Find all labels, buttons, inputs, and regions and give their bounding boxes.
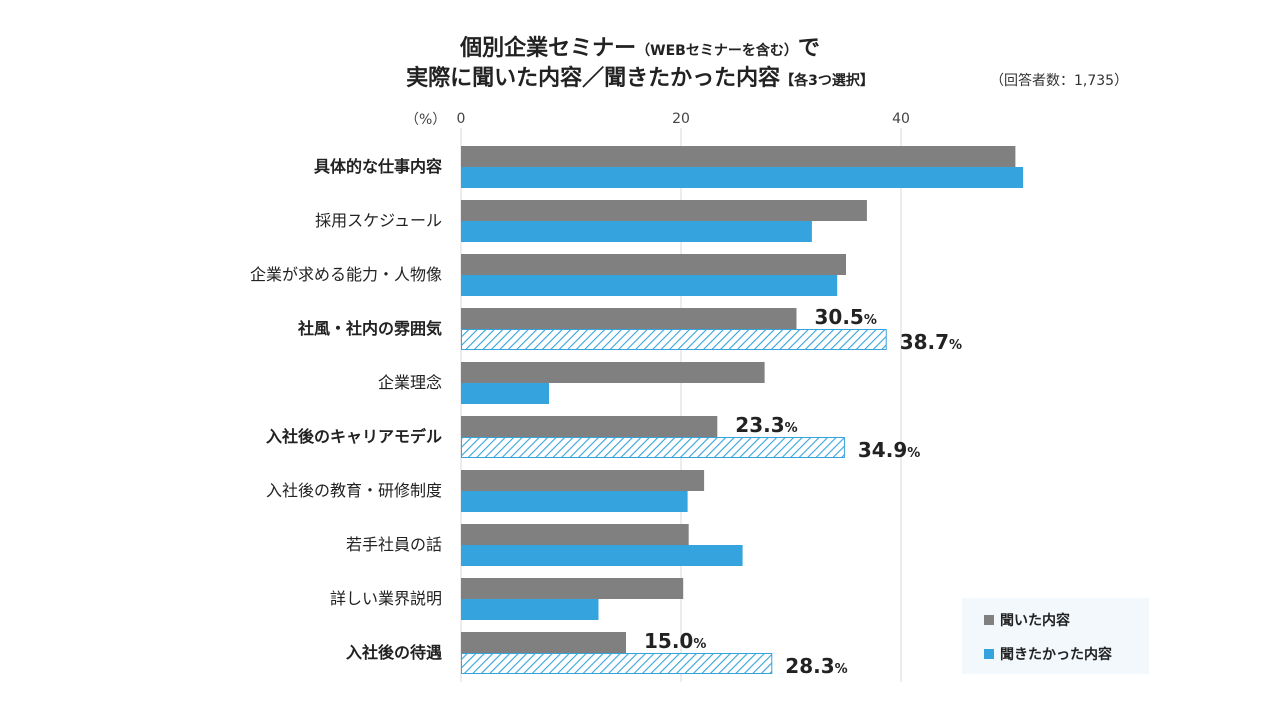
title-line2-bracket: 【各3つ選択】 — [780, 73, 874, 89]
bar-heard — [461, 362, 765, 383]
data-label: 28.3% — [785, 654, 847, 678]
bar-wanted — [461, 383, 549, 404]
bar-wanted — [461, 545, 743, 566]
x-tick-label: 20 — [672, 111, 690, 127]
bar-wanted — [461, 275, 838, 296]
legend: 聞いた内容 聞きたかった内容 — [962, 598, 1149, 674]
bar-heard — [461, 200, 867, 221]
category-label: 入社後のキャリアモデル — [266, 427, 442, 446]
bar-heard — [461, 416, 718, 437]
title-line2-main: 実際に聞いた内容／聞きたかった内容 — [406, 66, 781, 91]
data-label-unit: % — [949, 338, 962, 353]
chart-title-line1: 個別企業セミナー（WEBセミナーを含む）で — [0, 30, 1280, 62]
bar-heard — [461, 308, 797, 329]
legend-swatch-wanted — [984, 649, 994, 659]
bar-heard — [461, 578, 684, 599]
bar-heard — [461, 146, 1016, 167]
data-label-unit: % — [835, 662, 848, 677]
title-line1-main: 個別企業セミナー — [460, 36, 637, 61]
category-label: 入社後の待遇 — [346, 643, 442, 662]
bar-wanted — [461, 221, 812, 242]
respondent-count: （回答者数：1,735） — [990, 73, 1129, 89]
data-label-value: 28.3 — [785, 654, 834, 678]
data-label: 15.0% — [644, 629, 706, 653]
bars-layer — [461, 146, 1024, 674]
category-label: 採用スケジュール — [315, 211, 442, 230]
bar-wanted — [461, 599, 599, 620]
bar-heard — [461, 524, 689, 545]
category-label: 具体的な仕事内容 — [314, 157, 442, 176]
x-tick-label: 40 — [892, 111, 910, 127]
data-label-unit: % — [864, 313, 877, 328]
data-label: 30.5% — [815, 305, 877, 329]
data-label-value: 38.7 — [900, 330, 949, 354]
data-label: 38.7% — [900, 330, 962, 354]
bar-wanted — [461, 437, 845, 458]
legend-item-heard: 聞いた内容 — [984, 610, 1070, 630]
category-label: 若手社員の話 — [346, 535, 442, 554]
legend-swatch-heard — [984, 615, 994, 625]
labels-layer: 0 20 40 具体的な仕事内容採用スケジュール企業が求める能力・人物像社風・社内の雰… — [250, 111, 962, 678]
legend-label-heard: 聞いた内容 — [1000, 613, 1070, 629]
bar-wanted — [461, 653, 773, 674]
category-label: 企業が求める能力・人物像 — [250, 265, 442, 284]
bar-wanted — [461, 167, 1024, 188]
data-label: 23.3% — [735, 413, 797, 437]
axis-unit-label: （%） — [405, 112, 447, 128]
bar-wanted — [461, 491, 688, 512]
x-tick-label: 0 — [457, 111, 466, 127]
data-label-unit: % — [693, 637, 706, 652]
data-label-value: 15.0 — [644, 629, 693, 653]
category-label: 企業理念 — [378, 373, 442, 392]
data-label-unit: % — [907, 446, 920, 461]
category-label: 社風・社内の雰囲気 — [297, 319, 442, 338]
legend-label-wanted: 聞きたかった内容 — [1000, 647, 1112, 663]
legend-item-wanted: 聞きたかった内容 — [984, 644, 1112, 664]
bar-wanted — [461, 329, 887, 350]
title-line1-paren: （WEBセミナーを含む） — [636, 43, 798, 59]
bar-heard — [461, 632, 626, 653]
title-line1-end: で — [797, 36, 820, 61]
data-label-unit: % — [785, 421, 798, 436]
data-label-value: 23.3 — [735, 413, 784, 437]
chart-title-line2: 実際に聞いた内容／聞きたかった内容【各3つ選択】 — [0, 60, 1280, 92]
bar-heard — [461, 470, 705, 491]
category-label: 入社後の教育・研修制度 — [266, 481, 442, 500]
category-label: 詳しい業界説明 — [330, 589, 442, 608]
data-label: 34.9% — [858, 438, 920, 462]
data-label-value: 34.9 — [858, 438, 907, 462]
bar-heard — [461, 254, 846, 275]
data-label-value: 30.5 — [815, 305, 864, 329]
